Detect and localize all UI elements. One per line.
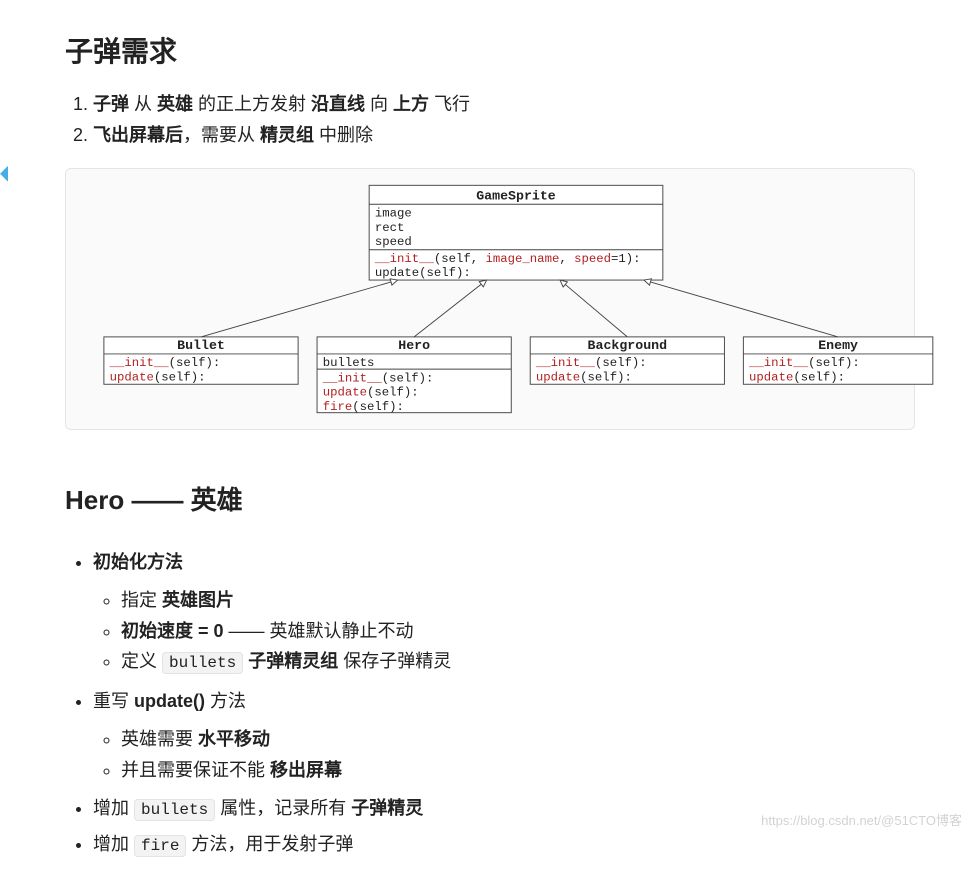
svg-text:Enemy: Enemy (818, 338, 858, 353)
svg-text:update(self):: update(self): (375, 266, 471, 280)
section2-title: Hero —— 英雄 (65, 480, 915, 517)
svg-text:update(self):: update(self): (110, 370, 206, 384)
svg-text:__init__(self, image_name, spe: __init__(self, image_name, speed=1): (374, 252, 641, 266)
hero-sub-item: 初始速度 = 0 —— 英雄默认静止不动 (121, 616, 915, 647)
svg-text:update(self):: update(self): (536, 370, 632, 384)
requirements-list: 子弹 从 英雄 的正上方发射 沿直线 向 上方 飞行飞出屏幕后，需要从 精灵组 … (65, 90, 915, 150)
svg-text:Bullet: Bullet (177, 338, 225, 353)
hero-bullet: 增加 fire 方法，用于发射子弹 (93, 829, 915, 860)
uml-diagram-frame: GameSprite imagerectspeed __init__(self, i… (65, 168, 915, 430)
svg-text:update(self):: update(self): (749, 370, 845, 384)
uml-diagram: GameSprite imagerectspeed __init__(self, i… (66, 169, 966, 429)
svg-text:fire(self):: fire(self): (323, 399, 404, 413)
page: 子弹需求 子弹 从 英雄 的正上方发射 沿直线 向 上方 飞行飞出屏幕后，需要从… (0, 0, 980, 896)
hero-sub-item: 并且需要保证不能 移出屏幕 (121, 755, 915, 786)
svg-text:__init__(self):: __init__(self): (535, 356, 647, 370)
svg-text:Background: Background (588, 338, 668, 353)
svg-text:__init__(self):: __init__(self): (748, 356, 860, 370)
svg-text:GameSprite: GameSprite (476, 188, 556, 203)
requirement-item: 子弹 从 英雄 的正上方发射 沿直线 向 上方 飞行 (93, 90, 915, 119)
section1-title: 子弹需求 (65, 30, 915, 70)
hero-sub-list: 英雄需要 水平移动并且需要保证不能 移出屏幕 (93, 724, 915, 785)
hero-sub-item: 指定 英雄图片 (121, 585, 915, 616)
svg-text:update(self):: update(self): (323, 385, 419, 399)
hero-sub-list: 指定 英雄图片初始速度 = 0 —— 英雄默认静止不动定义 bullets 子弹… (93, 585, 915, 677)
hero-bullet: 初始化方法指定 英雄图片初始速度 = 0 —— 英雄默认静止不动定义 bulle… (93, 547, 915, 678)
left-decor-icon: ◆ (0, 160, 8, 190)
requirement-item: 飞出屏幕后，需要从 精灵组 中删除 (93, 121, 915, 150)
svg-text:__init__(self):: __init__(self): (322, 371, 434, 385)
hero-sub-item: 定义 bullets 子弹精灵组 保存子弹精灵 (121, 646, 915, 677)
hero-bullet: 重写 update() 方法英雄需要 水平移动并且需要保证不能 移出屏幕 (93, 686, 915, 786)
svg-text:Hero: Hero (398, 338, 430, 353)
svg-text:bullets: bullets (323, 356, 375, 370)
hero-sub-item: 英雄需要 水平移动 (121, 724, 915, 755)
svg-text:speed: speed (375, 235, 412, 249)
watermark: https://blog.csdn.net/@51CTO博客 (761, 810, 962, 829)
svg-text:__init__(self):: __init__(self): (109, 356, 221, 370)
svg-text:image: image (375, 206, 412, 220)
svg-text:rect: rect (375, 220, 405, 234)
